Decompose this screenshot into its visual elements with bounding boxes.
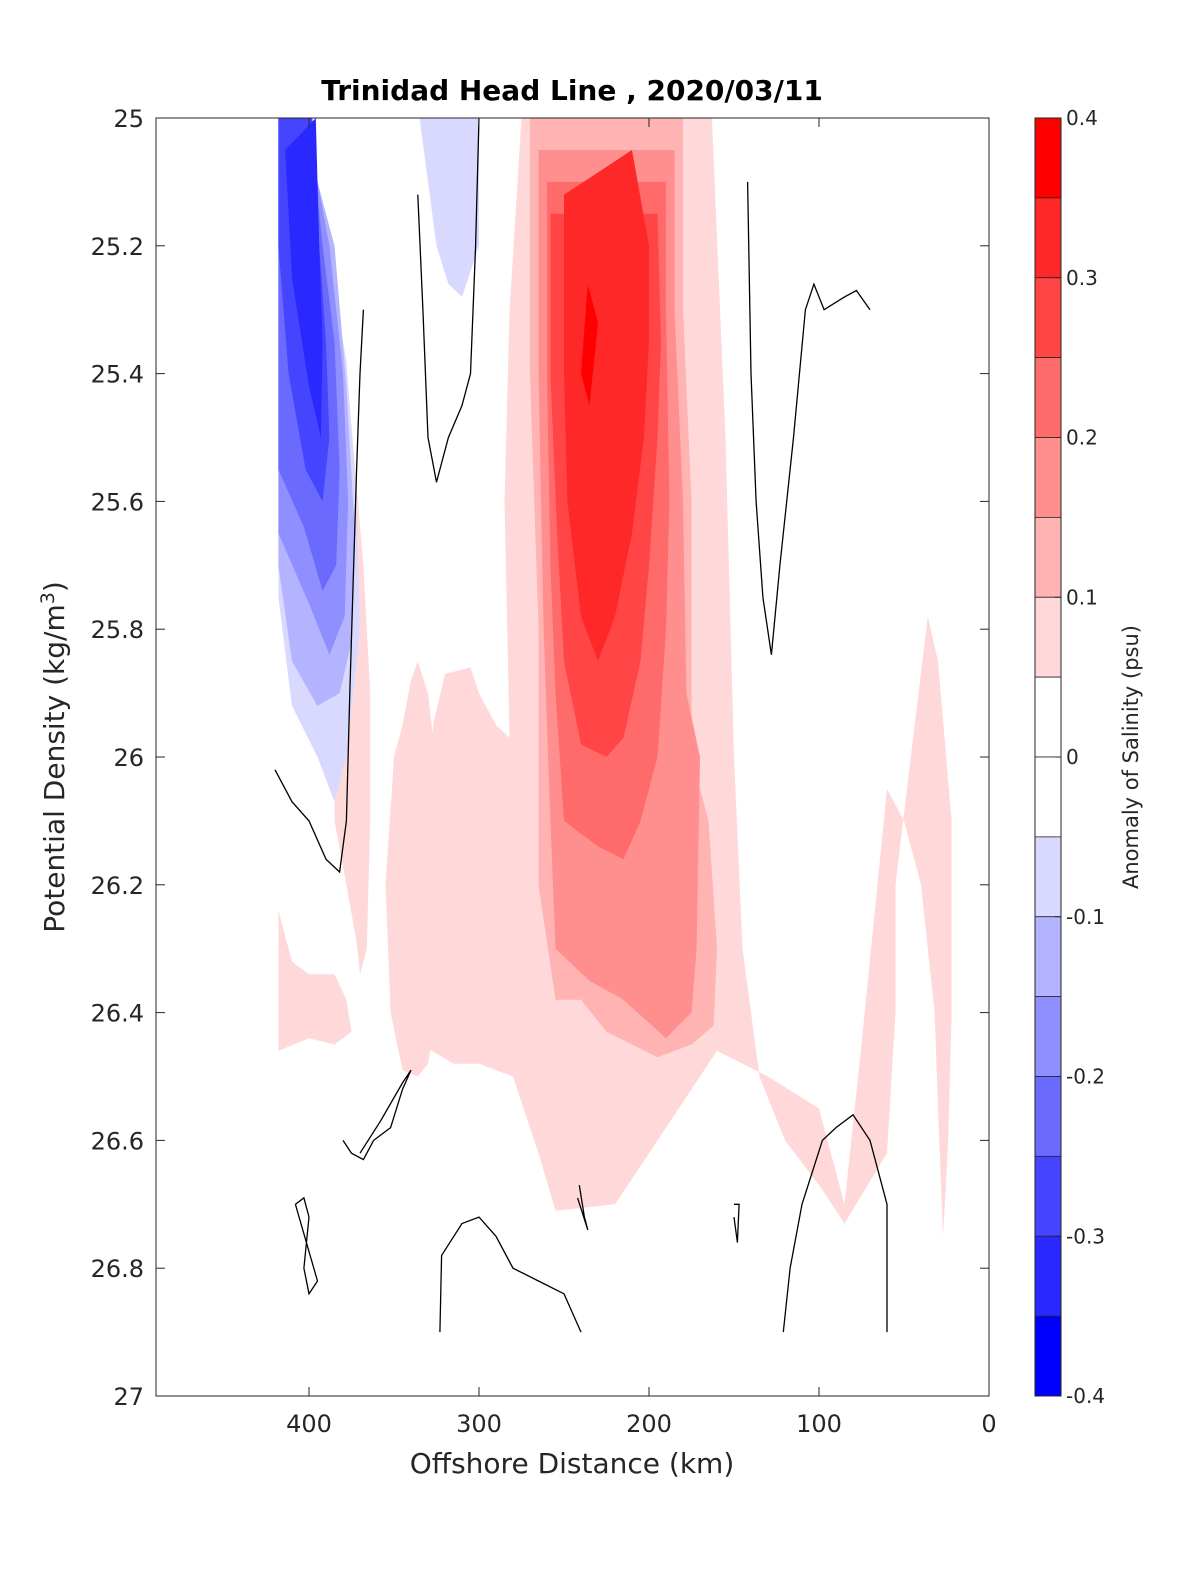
y-tick-label-5: 26 [113,744,144,772]
zero-contour-line-7 [733,1203,740,1243]
y-tick-label-8: 26.6 [91,1127,144,1155]
filled-regions [278,118,952,1237]
colorbar-swatch-1 [1034,197,1062,279]
colorbar-tick-label-7: -0.3 [1066,1224,1105,1248]
x-tick-label-1: 300 [456,1410,502,1438]
colorbar-swatch-0 [1034,117,1062,199]
y-axis-label: Potential Density (kg/m3) [37,581,71,933]
y-tick-label-0: 25 [113,105,144,133]
y-axis-label-close: ) [38,581,71,592]
colorbar-swatch-12 [1034,1076,1062,1157]
y-tick-label-6: 26.2 [91,872,144,900]
colorbar-swatch-3 [1034,357,1062,438]
x-tick-label-2: 200 [626,1410,672,1438]
x-tick-label-4: 0 [981,1410,996,1438]
negative-anomaly-region-16 [285,118,323,438]
colorbar-swatch-6 [1034,596,1062,678]
colorbar-label: Anomaly of Salinity (psu) [1119,625,1143,889]
colorbar-swatch-9 [1034,836,1062,918]
colorbar-swatch-7 [1034,676,1062,758]
colorbar-swatch-10 [1034,916,1062,998]
colorbar-swatch-5 [1034,516,1062,598]
colorbar-ticks: 0.4 0.3 0.2 0.1 0 -0.1 -0.2 -0.3 -0.4 [1055,106,1105,1408]
y-tick-label-2: 25.4 [91,361,144,389]
colorbar-tick-label-4: 0 [1066,745,1079,769]
x-tick-label-3: 100 [796,1410,842,1438]
x-ticks: 400 300 200 100 0 [286,118,997,1438]
y-ticks: 25 25.2 25.4 25.6 25.8 26 26.2 26.4 26.6 26.8 27 [91,105,989,1411]
chart-title: Trinidad Head Line , 2020/03/11 [321,74,823,107]
zero-contour-line-6 [576,1184,589,1231]
colorbar-swatch-4 [1034,437,1062,518]
colorbar-tick-label-1: 0.3 [1066,266,1098,290]
y-tick-label-1: 25.2 [91,233,144,261]
zero-contours [274,117,888,1333]
plot-area: 400 300 200 100 0 25 25.2 25.4 25.6 25.8 26 26.2 26… [91,105,997,1438]
zero-contour-line-2 [746,181,871,655]
y-tick-label-4: 25.8 [91,616,144,644]
y-axis-label-main: Potential Density (kg/m [38,604,71,933]
colorbar-swatch-2 [1034,277,1062,359]
colorbar-swatch-14 [1034,1235,1062,1317]
colorbar-tick-label-3: 0.1 [1066,585,1098,609]
x-axis-label: Offshore Distance (km) [410,1447,735,1480]
positive-anomaly-region-8 [564,150,649,662]
colorbar-levels [1034,117,1062,1397]
colorbar-swatch-15 [1034,1315,1062,1397]
y-tick-label-9: 26.8 [91,1255,144,1283]
y-tick-label-7: 26.4 [91,1000,144,1028]
colorbar-tick-label-6: -0.2 [1066,1065,1105,1089]
colorbar-swatch-13 [1034,1155,1062,1237]
positive-anomaly-region-0 [278,910,352,1051]
negative-anomaly-region-11 [419,118,479,297]
colorbar-tick-label-5: -0.1 [1066,905,1105,929]
colorbar-tick-label-2: 0.2 [1066,426,1098,450]
zero-contour-line-3 [342,1069,412,1161]
colorbar: 0.4 0.3 0.2 0.1 0 -0.1 -0.2 -0.3 -0.4 [1034,106,1105,1408]
x-tick-label-0: 400 [286,1410,332,1438]
colorbar-swatch-11 [1034,996,1062,1077]
zero-contour-line-5 [439,1216,582,1333]
positive-anomaly-region-9 [581,284,598,406]
colorbar-swatch-8 [1034,756,1062,838]
colorbar-tick-label-0: 0.4 [1066,106,1098,130]
zero-contour-line-4 [294,1196,319,1296]
y-axis-label-sup: 3 [37,592,59,604]
y-tick-label-10: 27 [113,1383,144,1411]
zero-contour-line-1 [417,117,480,483]
zero-contour-line-8 [782,1113,888,1333]
y-tick-label-3: 25.6 [91,488,144,516]
zero-contour-line-0 [274,309,365,874]
colorbar-tick-label-8: -0.4 [1066,1384,1105,1408]
